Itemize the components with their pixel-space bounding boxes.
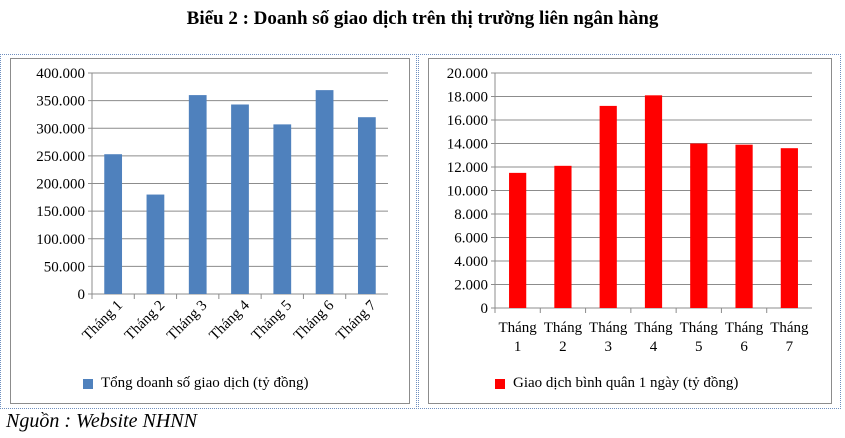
x-tick-label-line: 6 bbox=[740, 339, 748, 355]
x-tick-label: Tháng 4 bbox=[634, 320, 673, 355]
x-tick-label-line: Tháng bbox=[634, 320, 673, 336]
bar-6 bbox=[315, 90, 334, 294]
bar-3 bbox=[599, 105, 617, 309]
bar-2 bbox=[554, 165, 572, 308]
bar-6 bbox=[735, 144, 753, 308]
figure-frame bbox=[0, 54, 841, 409]
source-note: Nguồn : Website NHNN bbox=[6, 410, 197, 432]
y-tick-label: 8.000 bbox=[454, 207, 488, 223]
bar-1 bbox=[104, 154, 123, 294]
y-tick-label: 0 bbox=[78, 287, 86, 303]
bar-2 bbox=[146, 194, 165, 294]
chart-total-volume: 0 50.000 100.000 150.000 200.000 250.000 300.0… bbox=[36, 66, 388, 344]
bar-4 bbox=[644, 95, 663, 308]
x-tick-label-line: Tháng bbox=[589, 320, 628, 336]
chart-panel-daily: 0 2.000 4.000 6.000 8.000 10.000 12.000 14.000 1… bbox=[428, 58, 832, 404]
bar-3 bbox=[188, 95, 207, 294]
y-tick-label: 400.000 bbox=[36, 66, 85, 82]
x-tick-label-line: Tháng bbox=[498, 320, 537, 336]
x-tick-label-line: 4 bbox=[650, 339, 658, 355]
bar-4 bbox=[231, 104, 249, 295]
x-tick-label-line: 1 bbox=[514, 339, 522, 355]
x-tick-label-line: Tháng bbox=[544, 320, 583, 336]
y-tick-label: 50.000 bbox=[44, 259, 85, 275]
x-tick-label: Tháng 3 bbox=[164, 298, 210, 344]
x-tick-label: Tháng 6 bbox=[725, 320, 764, 355]
legend-swatch-daily bbox=[495, 378, 505, 389]
x-tick-label: Tháng 1 bbox=[498, 320, 537, 355]
legend-daily: Giao dịch bình quân 1 ngày (tỷ đồng) bbox=[495, 375, 738, 392]
y-tick-label: 2.000 bbox=[454, 278, 488, 294]
y-tick-label: 6.000 bbox=[454, 231, 488, 247]
x-tick-label-line: 7 bbox=[786, 339, 794, 355]
figure-divider bbox=[416, 54, 419, 409]
y-tick-label: 150.000 bbox=[36, 204, 85, 220]
legend-label-total: Tổng doanh số giao dịch (tỷ đồng) bbox=[101, 375, 309, 391]
y-tick-label: 300.000 bbox=[36, 121, 85, 137]
y-tick-label: 0 bbox=[481, 301, 489, 317]
y-tick-label: 12.000 bbox=[447, 160, 488, 176]
x-tick-label-line: Tháng bbox=[680, 320, 719, 336]
y-tick-label: 14.000 bbox=[447, 137, 488, 153]
x-tick-label-line: Tháng bbox=[770, 320, 809, 336]
bar-5 bbox=[273, 124, 292, 294]
x-tick-label: Tháng 2 bbox=[122, 298, 168, 344]
y-tick-label: 20.000 bbox=[447, 66, 488, 82]
x-tick-label: Tháng 5 bbox=[680, 320, 719, 355]
legend-swatch-total bbox=[83, 378, 93, 389]
y-tick-label: 10.000 bbox=[447, 184, 488, 200]
x-tick-label: Tháng 5 bbox=[249, 298, 295, 344]
x-tick-label: Tháng 3 bbox=[589, 320, 628, 355]
bar-7 bbox=[357, 117, 376, 294]
x-tick-label-line: 3 bbox=[604, 339, 612, 355]
y-tick-label: 100.000 bbox=[36, 232, 85, 248]
x-tick-label: Tháng 6 bbox=[291, 297, 338, 344]
legend-total: Tổng doanh số giao dịch (tỷ đồng) bbox=[83, 375, 308, 392]
x-tick-label: Tháng 7 bbox=[770, 320, 809, 355]
bar-5 bbox=[690, 143, 708, 308]
y-tick-label: 18.000 bbox=[447, 90, 488, 106]
y-tick-label: 4.000 bbox=[454, 254, 488, 270]
page-title: Biểu 2 : Doanh số giao dịch trên thị trư… bbox=[186, 8, 659, 29]
chart-daily-average: 0 2.000 4.000 6.000 8.000 10.000 12.000 14.000 1… bbox=[447, 66, 812, 355]
x-tick-label-line: 2 bbox=[559, 339, 567, 355]
bar-7 bbox=[780, 148, 798, 308]
x-tick-label: Tháng 1 bbox=[80, 298, 126, 344]
x-tick-label-line: 5 bbox=[695, 339, 703, 355]
y-tick-label: 200.000 bbox=[36, 177, 85, 193]
x-tick-label: Tháng 2 bbox=[544, 320, 583, 355]
x-tick-label: Tháng 7 bbox=[333, 297, 380, 344]
x-tick-label: Tháng 4 bbox=[206, 297, 253, 344]
bar-1 bbox=[509, 172, 527, 308]
chart-panel-total: 0 50.000 100.000 150.000 200.000 250.000 300.0… bbox=[10, 58, 410, 404]
x-tick-label-line: Tháng bbox=[725, 320, 764, 336]
y-tick-label: 250.000 bbox=[36, 149, 85, 165]
legend-label-daily: Giao dịch bình quân 1 ngày (tỷ đồng) bbox=[513, 375, 739, 391]
y-tick-label: 16.000 bbox=[447, 113, 488, 129]
y-tick-label: 350.000 bbox=[36, 94, 85, 110]
